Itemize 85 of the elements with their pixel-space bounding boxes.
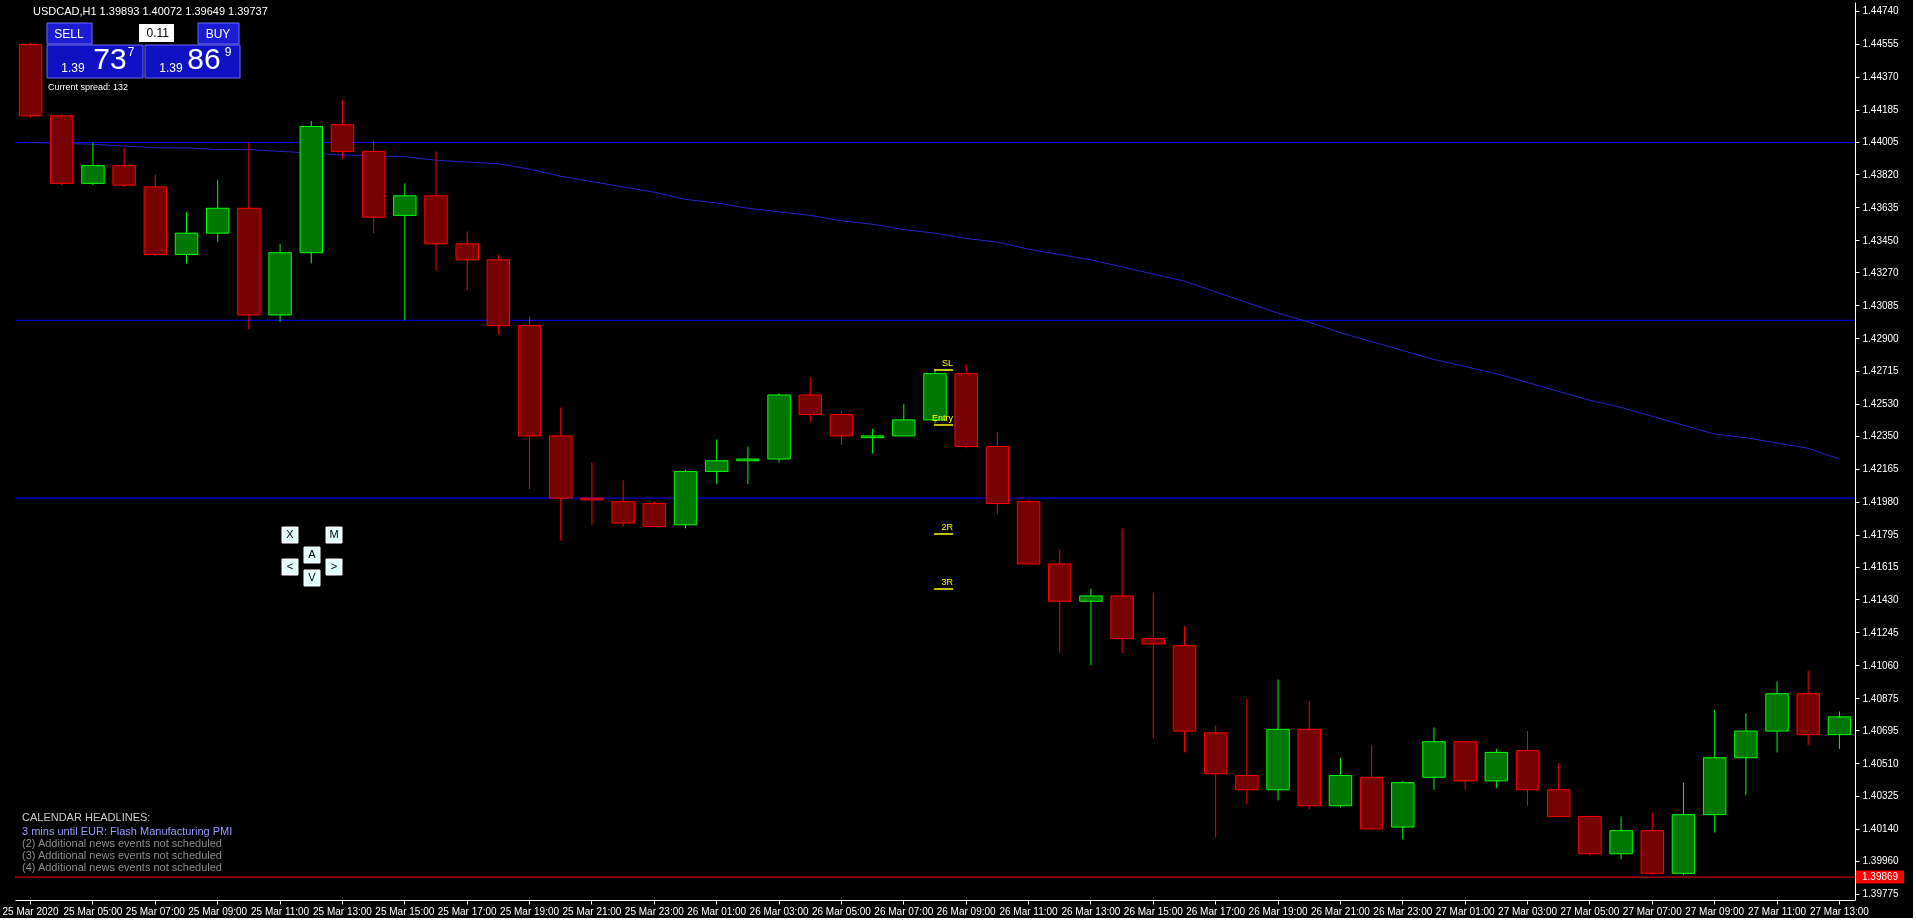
- y-tick-label: 1.39775: [1862, 888, 1900, 900]
- y-tick-label: 1.42530: [1862, 398, 1900, 410]
- x-tick-label: 26 Mar 19:00: [1248, 905, 1308, 917]
- y-tick-label: 1.41430: [1862, 593, 1900, 605]
- y-tick-label: 1.44740: [1862, 5, 1900, 17]
- y-tick-label: 1.42165: [1862, 463, 1900, 475]
- annotation: >: [330, 560, 338, 572]
- x-tick-label: 26 Mar 09:00: [936, 905, 997, 917]
- y-tick-label: 1.39960: [1862, 855, 1900, 867]
- annotation: (4) Additional news events not scheduled: [22, 861, 222, 873]
- x-tick-label: 26 Mar 11:00: [999, 905, 1059, 917]
- y-tick-label: 1.43820: [1862, 168, 1900, 180]
- y-tick-label: 1.41615: [1862, 561, 1900, 573]
- annotation: 1.39: [159, 61, 183, 75]
- x-tick-label: 25 Mar 07:00: [125, 905, 186, 917]
- annotation: <: [286, 560, 294, 572]
- y-tick-label: 1.40875: [1862, 692, 1900, 704]
- y-tick-label: 1.44370: [1862, 71, 1900, 83]
- x-tick-label: 25 Mar 09:00: [188, 905, 248, 917]
- x-tick-label: 25 Mar 05:00: [63, 905, 123, 917]
- y-tick-label: 1.44555: [1862, 38, 1900, 50]
- x-tick-label: 26 Mar 01:00: [687, 905, 747, 917]
- annotation: M: [329, 528, 339, 540]
- annotation: (2) Additional news events not scheduled: [22, 837, 222, 849]
- x-tick-label: 25 Mar 21:00: [562, 905, 622, 917]
- x-tick-label: 26 Mar 13:00: [1061, 905, 1121, 917]
- y-tick-label: 1.44185: [1862, 104, 1900, 116]
- annotation: 7: [127, 45, 135, 59]
- y-tick-label: 1.42350: [1862, 430, 1900, 442]
- annotation: V: [308, 571, 317, 583]
- y-tick-label: 1.41980: [1862, 496, 1900, 508]
- chart-title: USDCAD,H1 1.39893 1.40072 1.39649 1.39737: [33, 5, 268, 17]
- annotation: SELL: [54, 27, 84, 41]
- x-tick-label: 26 Mar 15:00: [1123, 905, 1184, 917]
- annotation: 2R: [941, 522, 954, 532]
- annotation: Entry: [932, 413, 954, 423]
- x-tick-label: 25 Mar 19:00: [500, 905, 560, 917]
- x-tick-label: 25 Mar 11:00: [250, 905, 310, 917]
- x-tick-label: 25 Mar 2020: [2, 905, 60, 917]
- annotation: 1.39: [61, 61, 85, 75]
- y-tick-label: 1.41795: [1862, 529, 1900, 541]
- x-tick-label: 25 Mar 15:00: [375, 905, 435, 917]
- x-tick-label: 25 Mar 13:00: [312, 905, 373, 917]
- x-tick-label: 26 Mar 23:00: [1373, 905, 1433, 917]
- y-tick-label: 1.43085: [1862, 299, 1900, 311]
- x-tick-label: 26 Mar 03:00: [749, 905, 809, 917]
- x-tick-label: 27 Mar 13:00: [1809, 905, 1870, 917]
- annotation: SL: [942, 358, 954, 368]
- annotation: A: [308, 548, 317, 560]
- annotation: 9: [224, 45, 232, 59]
- x-tick-label: 27 Mar 07:00: [1622, 905, 1683, 917]
- y-tick-label: 1.42900: [1862, 332, 1900, 344]
- y-tick-label: 1.43270: [1862, 266, 1900, 278]
- annotation: 73: [93, 42, 127, 75]
- annotation: (3) Additional news events not scheduled: [22, 849, 222, 861]
- x-tick-label: 25 Mar 17:00: [437, 905, 498, 917]
- x-tick-label: 27 Mar 01:00: [1435, 905, 1496, 917]
- y-tick-label: 1.41245: [1862, 626, 1900, 638]
- y-tick-label: 1.40695: [1862, 724, 1900, 736]
- y-tick-label: 1.41060: [1862, 659, 1900, 671]
- x-tick-label: 27 Mar 11:00: [1747, 905, 1807, 917]
- annotation: X: [286, 528, 295, 540]
- y-tick-label: 1.40140: [1862, 823, 1900, 835]
- annotation: 3R: [941, 577, 954, 587]
- x-tick-label: 26 Mar 17:00: [1186, 905, 1246, 917]
- y-tick-label: 1.40325: [1862, 790, 1900, 802]
- y-tick-label: 1.44005: [1862, 136, 1900, 148]
- annotation: Current spread: 132: [48, 82, 129, 92]
- x-tick-label: 26 Mar 05:00: [811, 905, 872, 917]
- y-tick-label: 1.43450: [1862, 234, 1900, 246]
- x-tick-label: 26 Mar 21:00: [1310, 905, 1371, 917]
- x-tick-label: 27 Mar 05:00: [1560, 905, 1620, 917]
- y-tick-label: 1.43635: [1862, 201, 1900, 213]
- y-tick-label: 1.42715: [1862, 365, 1900, 377]
- x-tick-label: 25 Mar 23:00: [624, 905, 685, 917]
- annotation: 3 mins until EUR: Flash Manufacturing PMI: [22, 825, 233, 837]
- x-tick-label: 27 Mar 03:00: [1498, 905, 1558, 917]
- annotation: 86: [187, 42, 221, 75]
- ref-line-label: 1.39869: [1862, 871, 1899, 883]
- x-tick-label: 26 Mar 07:00: [874, 905, 934, 917]
- x-tick-label: 27 Mar 09:00: [1685, 905, 1745, 917]
- y-tick-label: 1.40510: [1862, 757, 1900, 769]
- annotation: CALENDAR HEADLINES:: [22, 811, 151, 823]
- annotation: 0.11: [146, 26, 170, 40]
- annotation: BUY: [205, 27, 231, 41]
